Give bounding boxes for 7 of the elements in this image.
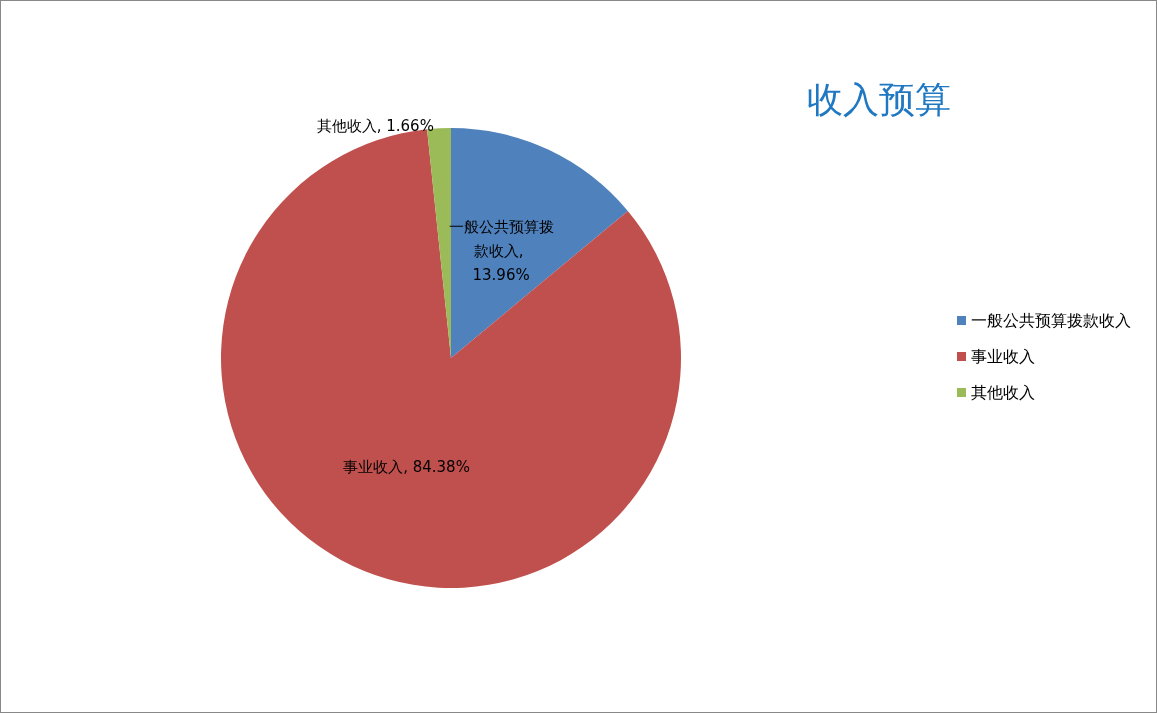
legend-label: 其他收入 [971, 383, 1035, 402]
data-label: 一般公共预算拨款收入, 13.96% [448, 218, 554, 285]
chart-title: 收入预算 [807, 78, 951, 120]
legend-label: 一般公共预算拨款收入 [971, 311, 1131, 330]
data-label: 事业收入, 84.38% [343, 458, 470, 477]
data-label: 其他收入, 1.66% [316, 117, 434, 136]
legend-label: 事业收入 [971, 347, 1035, 366]
